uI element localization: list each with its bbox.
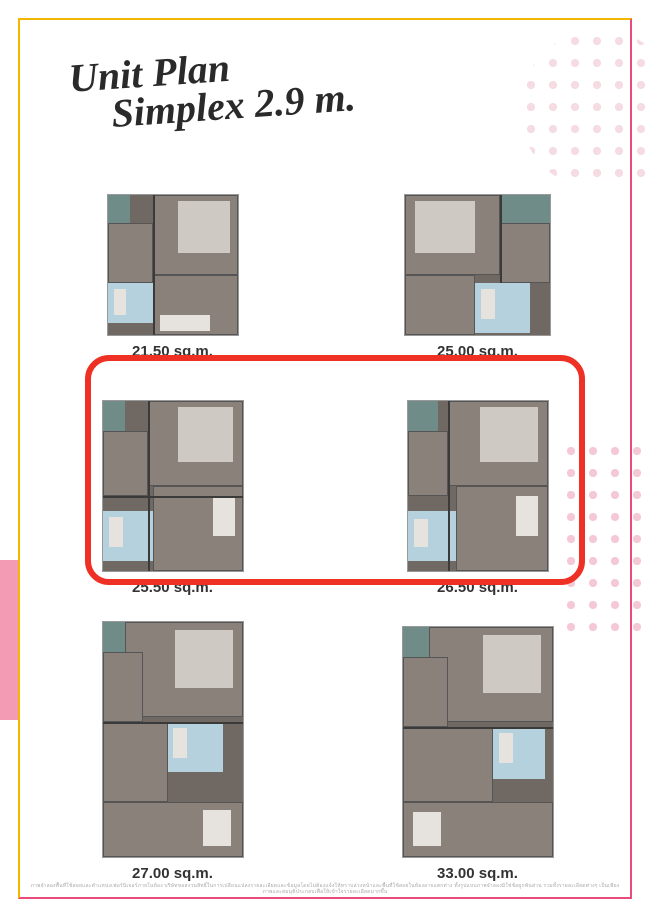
unit-label: 21.50 sq.m. <box>132 343 213 360</box>
unit-label: 33.00 sq.m. <box>437 865 518 882</box>
floorplan <box>408 401 548 571</box>
floorplan <box>103 622 243 857</box>
unit-card: 26.50 sq.m. <box>345 366 610 596</box>
unit-card: 21.50 sq.m. <box>40 150 305 360</box>
unit-card: 33.00 sq.m. <box>345 602 610 882</box>
floorplan <box>103 401 243 571</box>
unit-card: 25.50 sq.m. <box>40 366 305 596</box>
unit-label: 25.00 sq.m. <box>437 343 518 360</box>
unit-label: 25.50 sq.m. <box>132 579 213 596</box>
page-title: Unit Plan Simplex 2.9 m. <box>68 40 357 136</box>
unit-label: 26.50 sq.m. <box>437 579 518 596</box>
unit-label: 27.00 sq.m. <box>132 865 213 882</box>
floorplan <box>108 195 238 335</box>
unit-grid: 21.50 sq.m. 25.00 sq.m. 25 <box>40 150 610 877</box>
footnote-text: ภาพจำลองพื้นที่ใช้สอยและตำแหน่งเฟอร์นิเจ… <box>30 883 620 895</box>
floorplan <box>403 627 553 857</box>
floorplan <box>405 195 550 335</box>
pink-accent-bar <box>0 560 18 720</box>
unit-card: 25.00 sq.m. <box>345 150 610 360</box>
unit-card: 27.00 sq.m. <box>40 602 305 882</box>
